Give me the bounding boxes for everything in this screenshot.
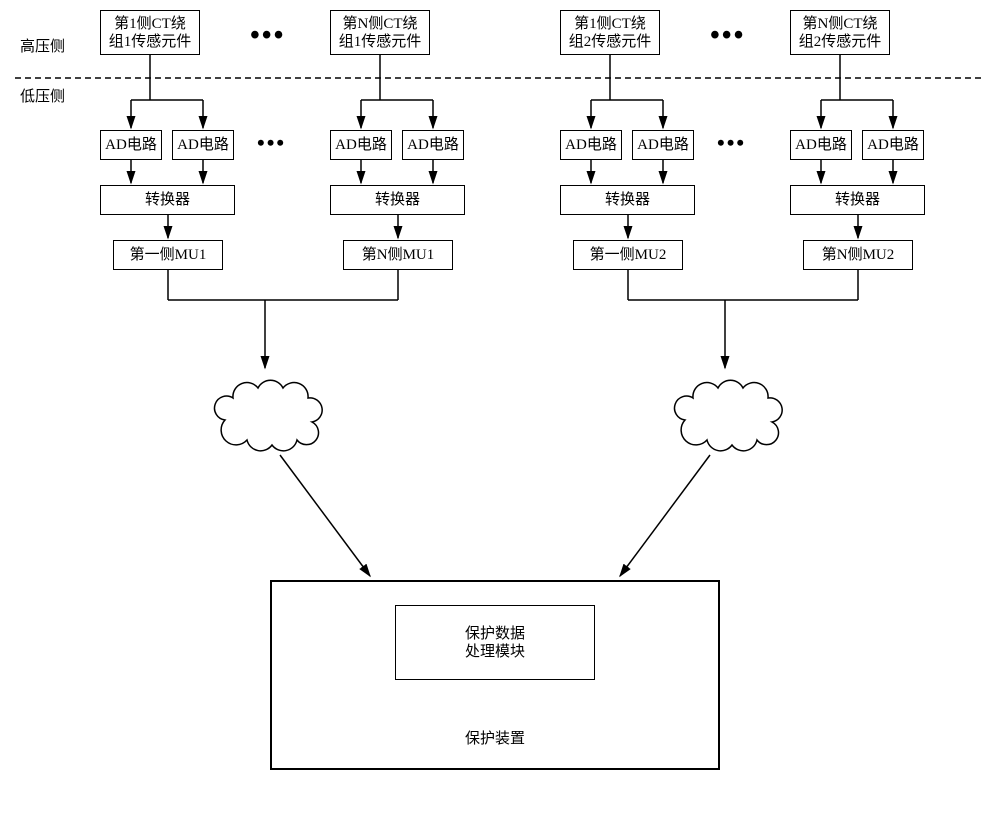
ad-circuit: AD电路 [632, 130, 694, 160]
low-side-label: 低压侧 [20, 85, 65, 106]
ad-circuit: AD电路 [402, 130, 464, 160]
converter: 转换器 [790, 185, 925, 215]
ellipsis-icon: ••• [710, 20, 745, 52]
mu-2-side-n: 第N侧MU2 [803, 240, 913, 270]
ad-circuit: AD电路 [790, 130, 852, 160]
sensor-1-winding-1: 第1侧CT绕 组1传感元件 [100, 10, 200, 55]
converter: 转换器 [330, 185, 465, 215]
ellipsis-icon: ••• [717, 130, 746, 156]
protection-module: 保护数据 处理模块 [395, 605, 595, 680]
ad-circuit: AD电路 [172, 130, 234, 160]
sensor-n-winding-1: 第N侧CT绕 组1传感元件 [330, 10, 430, 55]
process-network-1-label: 过程层 网络1 [235, 400, 295, 442]
ad-circuit: AD电路 [100, 130, 162, 160]
process-network-2-label: 过程层 网络2 [695, 400, 755, 442]
converter: 转换器 [100, 185, 235, 215]
ad-circuit: AD电路 [560, 130, 622, 160]
ellipsis-icon: ••• [250, 20, 285, 52]
converter: 转换器 [560, 185, 695, 215]
mu-2-side-1: 第一侧MU2 [573, 240, 683, 270]
sensor-1-winding-2: 第1侧CT绕 组2传感元件 [560, 10, 660, 55]
ad-circuit: AD电路 [330, 130, 392, 160]
ad-circuit: AD电路 [862, 130, 924, 160]
high-side-label: 高压侧 [20, 35, 65, 56]
mu-1-side-1: 第一侧MU1 [113, 240, 223, 270]
ellipsis-icon: ••• [257, 130, 286, 156]
mu-1-side-n: 第N侧MU1 [343, 240, 453, 270]
sensor-n-winding-2: 第N侧CT绕 组2传感元件 [790, 10, 890, 55]
